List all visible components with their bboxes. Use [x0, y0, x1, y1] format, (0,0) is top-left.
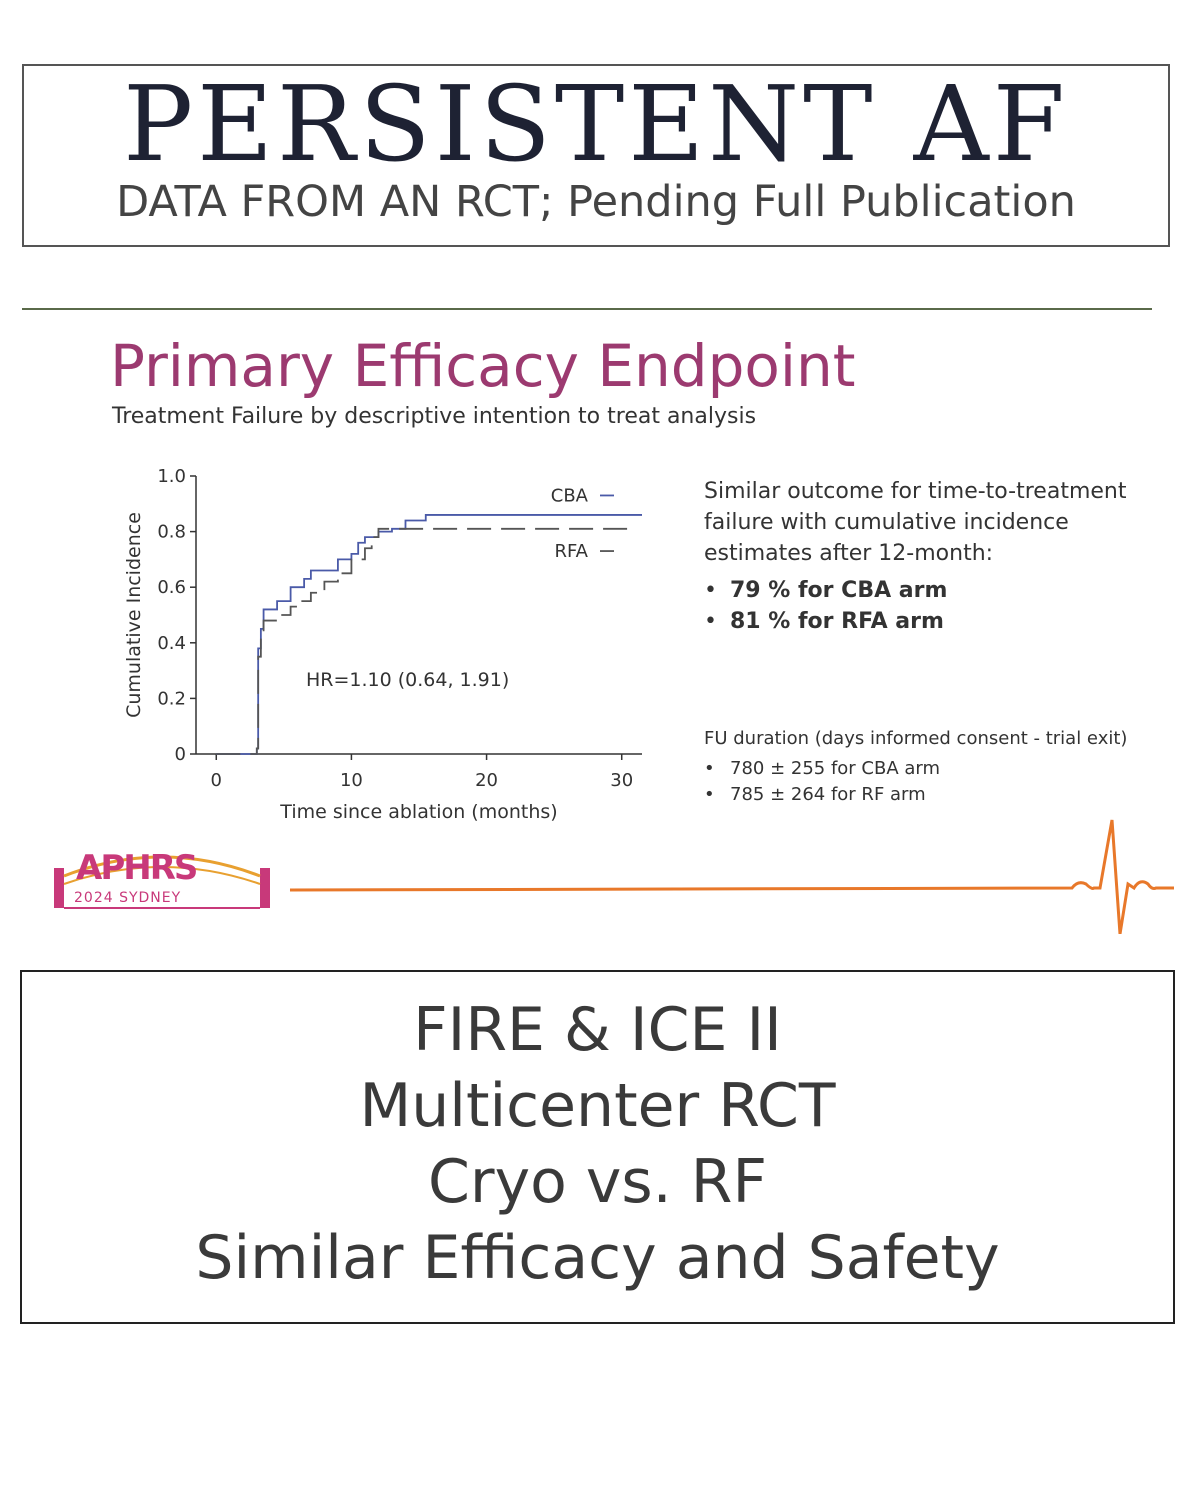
x-tick-label: 30 [610, 770, 633, 791]
y-tick-label: 0.4 [157, 633, 186, 654]
header-subtitle: DATA FROM AN RCT; Pending Full Publicati… [116, 177, 1076, 227]
y-tick-label: 1.0 [157, 466, 186, 487]
y-tick-label: 0.8 [157, 522, 186, 543]
footer-lines: FIRE & ICE II Multicenter RCT Cryo vs. R… [22, 992, 1173, 1296]
slide-top-divider [22, 308, 1152, 310]
y-axis-label: Cumulative Incidence [123, 512, 145, 718]
y-tick-label: 0.2 [157, 688, 186, 709]
y-tick-label: 0.6 [157, 577, 186, 598]
chart-axes [190, 475, 642, 760]
bridge-icon [54, 855, 270, 909]
series-line-cba [216, 514, 642, 755]
x-axis-label: Time since ablation (months) [279, 801, 557, 823]
x-tick-label: 10 [340, 770, 363, 791]
hr-annotation: HR=1.10 (0.64, 1.91) [306, 669, 509, 691]
side-bullet-rfa: 81 % for RFA arm [704, 606, 1164, 637]
footer-line-4: Similar Efficacy and Safety [195, 1223, 1000, 1293]
chart-series-layer [216, 514, 642, 755]
legend-label-rfa: RFA [554, 541, 588, 562]
slide-title: Primary Efficacy Endpoint [110, 332, 856, 400]
x-tick-label: 0 [211, 770, 222, 791]
header-title: PERSISTENT AF [123, 63, 1069, 185]
footer-line-1: FIRE & ICE II [413, 995, 782, 1065]
footer-line-2: Multicenter RCT [359, 1071, 836, 1141]
x-tick-label: 20 [475, 770, 498, 791]
side-summary-intro: Similar outcome for time-to-treatment fa… [704, 479, 1127, 566]
footer-box: FIRE & ICE II Multicenter RCT Cryo vs. R… [20, 970, 1175, 1324]
fu-duration: FU duration (days informed consent - tri… [704, 726, 1174, 808]
fu-bullets: 780 ± 255 for CBA arm 785 ± 264 for RF a… [704, 756, 1174, 808]
logo-text: APHRS [76, 848, 198, 888]
footer-line-3: Cryo vs. RF [428, 1147, 767, 1217]
km-chart: 0 0.2 0.4 0.6 0.8 1.0 0 10 20 30 Time since ablati… [123, 466, 642, 823]
logo-subtext: 2024 SYDNEY [74, 890, 182, 906]
fu-bullet-cba: 780 ± 255 for CBA arm [704, 756, 1174, 782]
header-box: PERSISTENT AF DATA FROM AN RCT; Pending … [22, 64, 1170, 247]
y-tick-label: 0 [175, 744, 186, 765]
slide-subtitle: Treatment Failure by descriptive intenti… [112, 404, 757, 429]
slide-image: Primary Efficacy Endpoint Treatment Fail… [22, 308, 1174, 944]
side-summary-bullets: 79 % for CBA arm 81 % for RFA arm [704, 575, 1164, 637]
aphrs-logo: APHRS 2024 SYDNEY [52, 846, 282, 916]
fu-bullet-rf: 785 ± 264 for RF arm [704, 782, 1174, 808]
series-line-rfa [216, 527, 636, 755]
legend-label-cba: CBA [551, 485, 589, 506]
chart-labels-layer: 0 0.2 0.4 0.6 0.8 1.0 0 10 20 30 Time since ablati… [123, 466, 633, 823]
ecg-line-icon [289, 819, 1174, 934]
side-summary: Similar outcome for time-to-treatment fa… [704, 476, 1164, 637]
fu-heading: FU duration (days informed consent - tri… [704, 728, 1128, 749]
side-bullet-cba: 79 % for CBA arm [704, 575, 1164, 606]
